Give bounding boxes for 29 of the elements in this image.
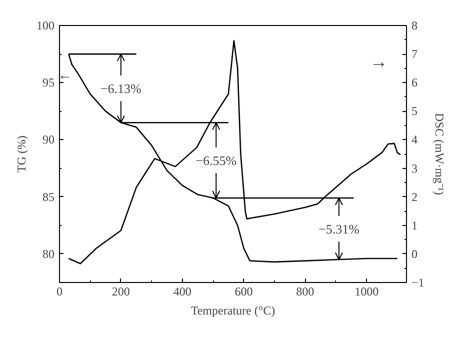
annotation: −5.31% <box>318 221 360 236</box>
y2-tick-label: 0 <box>412 246 418 261</box>
annotation: −6.13% <box>100 80 142 96</box>
annotation: ← <box>58 68 72 84</box>
y-tick-label: 95 <box>42 76 54 90</box>
y-tick-label: 100 <box>36 18 54 32</box>
x-axis-title: Temperature (°C) <box>190 304 276 318</box>
x-tick-label: 1000 <box>354 284 379 298</box>
y-tick-label: 85 <box>42 190 54 204</box>
y2-tick-label: 2 <box>412 190 418 204</box>
x-tick-label: 800 <box>296 284 314 298</box>
y2-tick-label: 1 <box>412 218 418 232</box>
y2-tick-label: 5 <box>412 104 418 118</box>
y2-tick-label: 3 <box>412 161 418 176</box>
annotation: → <box>370 51 388 72</box>
y2-tick-label: −1 <box>412 276 424 290</box>
annotation: −6.55% <box>196 152 237 168</box>
x-tick-label: 600 <box>234 284 253 298</box>
y2-tick-label: 8 <box>412 18 418 32</box>
y-tick-label: 80 <box>42 246 54 261</box>
x-tick-label: 200 <box>112 284 130 298</box>
y2-tick-label: 4 <box>412 132 418 147</box>
x-tick-label: 400 <box>173 284 192 298</box>
y-tick-label: 90 <box>42 132 54 147</box>
y2-tick-label: 7 <box>412 47 418 62</box>
y2-axis-title: DSC (mW·mg⁻¹) <box>432 113 446 195</box>
x-tick-label: 0 <box>56 284 62 298</box>
y-axis-title: TG (%) <box>14 136 28 172</box>
y2-tick-label: 6 <box>412 76 418 90</box>
